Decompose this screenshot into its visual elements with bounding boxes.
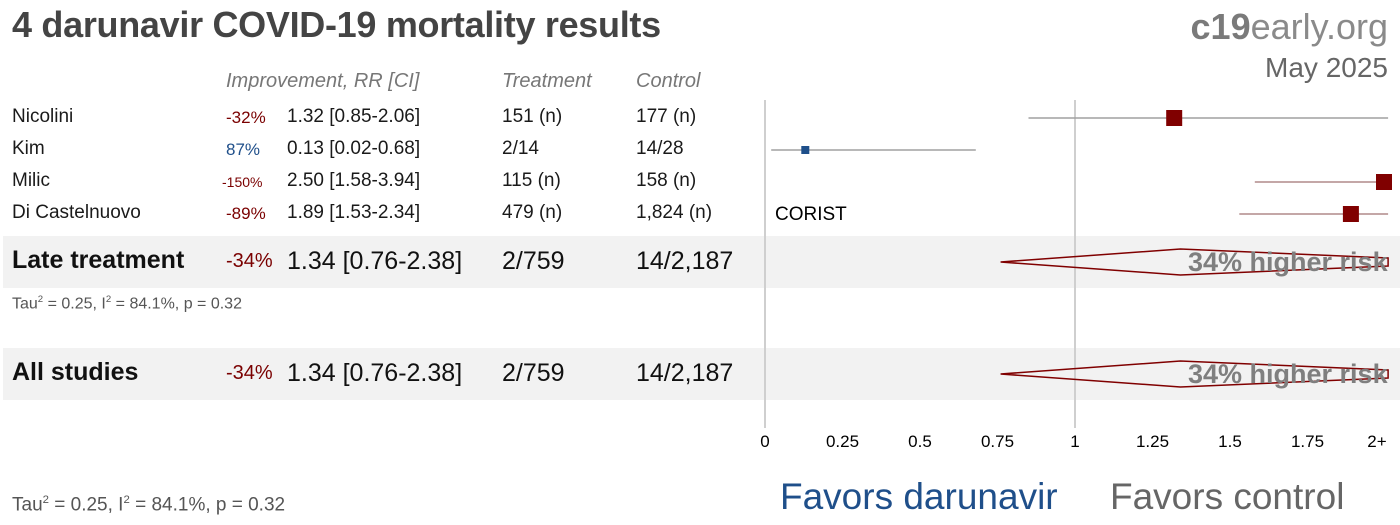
- stat-tau: Tau: [12, 295, 38, 313]
- study-note: CORIST: [775, 204, 847, 225]
- study-rr-ci: 1.32 [0.85-2.06]: [287, 106, 421, 127]
- stat-sup: 2: [37, 294, 44, 305]
- study-control: 14/28: [636, 138, 684, 159]
- pooled-effect-label: 34% higher risk: [1188, 247, 1389, 277]
- favors-control-label: Favors control: [1110, 476, 1345, 517]
- pooled-rr-ci: 1.34 [0.76-2.38]: [287, 359, 463, 387]
- pooled-improvement: -34%: [226, 250, 273, 272]
- study-improvement: 87%: [226, 140, 261, 159]
- footer-heterogeneity-stats: Tau2 = 0.25, I2 = 84.1%, p = 0.32: [12, 494, 285, 516]
- study-name: Di Castelnuovo: [12, 202, 141, 223]
- forest-tick-label: 1.75: [1291, 432, 1324, 451]
- forest-tick-label: 0: [760, 432, 769, 451]
- study-name: Nicolini: [12, 106, 74, 127]
- stat-sup: 2: [42, 494, 49, 506]
- pooled-treatment: 2/759: [502, 359, 565, 387]
- brand-rest: early.org: [1250, 6, 1388, 47]
- study-treatment: 2/14: [502, 138, 539, 159]
- stat-i: = 0.25, I: [43, 295, 106, 313]
- pooled-treatment: 2/759: [502, 247, 565, 275]
- study-treatment: 115 (n): [502, 170, 561, 191]
- header-control: Control: [636, 70, 701, 92]
- pooled-effect-label: 34% higher risk: [1188, 359, 1389, 389]
- favors-treatment-label: Favors darunavir: [780, 476, 1058, 517]
- study-improvement: -32%: [226, 108, 266, 127]
- brand-logo[interactable]: c19early.org: [1191, 6, 1388, 48]
- pooled-control: 14/2,187: [636, 359, 734, 387]
- stat-rest: = 84.1%, p = 0.32: [129, 494, 286, 516]
- all-studies-band: [3, 348, 1400, 400]
- pooled-control: 14/2,187: [636, 247, 734, 275]
- study-improvement: -150%: [222, 174, 263, 190]
- study-point: [1166, 110, 1183, 126]
- pooled-diamond: [1000, 248, 1389, 276]
- study-improvement: -89%: [226, 204, 266, 223]
- pooled-diamond: [1000, 360, 1389, 388]
- forest-tick-labels: 0 0.25 0.5 0.75 1 1.25 1.5 1.75 2+: [760, 432, 1386, 451]
- study-control: 1,824 (n): [636, 202, 713, 223]
- forest-tick-label: 2+: [1367, 432, 1386, 451]
- pooled-improvement: -34%: [226, 362, 273, 384]
- header-improvement: Improvement, RR [CI]: [226, 70, 420, 92]
- pooled-name: Late treatment: [12, 246, 185, 274]
- forest-tick-label: 1: [1070, 432, 1079, 451]
- study-rr-ci: 1.89 [1.53-2.34]: [287, 202, 421, 223]
- late-treatment-band: [3, 236, 1400, 288]
- forest-marks: CORIST 34% higher risk 34% higher risk: [771, 110, 1392, 389]
- forest-tick-label: 1.25: [1136, 432, 1169, 451]
- study-rr-ci: 0.13 [0.02-0.68]: [287, 138, 421, 159]
- forest-tick-label: 0.5: [908, 432, 932, 451]
- study-rr-ci: 2.50 [1.58-3.94]: [287, 170, 421, 191]
- study-point: [1376, 174, 1392, 190]
- forest-axes: [764, 100, 1076, 428]
- study-name: Kim: [12, 138, 45, 159]
- study-treatment: 151 (n): [502, 106, 563, 127]
- study-point: [1342, 206, 1359, 222]
- study-name: Milic: [12, 170, 50, 191]
- stat-tau: Tau: [12, 494, 43, 516]
- stat-sup: 2: [123, 494, 130, 506]
- stat-sup: 2: [105, 294, 112, 305]
- forest-tick-label: 0.25: [826, 432, 859, 451]
- pooled-rr-ci: 1.34 [0.76-2.38]: [287, 247, 463, 275]
- study-point: [801, 146, 810, 154]
- study-control: 177 (n): [636, 106, 697, 127]
- stat-rest: = 84.1%, p = 0.32: [111, 295, 242, 313]
- date-label: May 2025: [1265, 52, 1388, 83]
- pooled-name: All studies: [12, 358, 139, 386]
- stat-i: = 0.25, I: [48, 494, 124, 516]
- study-control: 158 (n): [636, 170, 697, 191]
- header-treatment: Treatment: [502, 70, 592, 92]
- forest-tick-label: 1.5: [1218, 432, 1242, 451]
- page-title: 4 darunavir COVID-19 mortality results: [12, 4, 661, 45]
- late-heterogeneity-stats: Tau2 = 0.25, I2 = 84.1%, p = 0.32: [12, 294, 242, 313]
- brand-bold: c19: [1190, 6, 1251, 47]
- study-treatment: 479 (n): [502, 202, 563, 223]
- forest-tick-label: 0.75: [981, 432, 1014, 451]
